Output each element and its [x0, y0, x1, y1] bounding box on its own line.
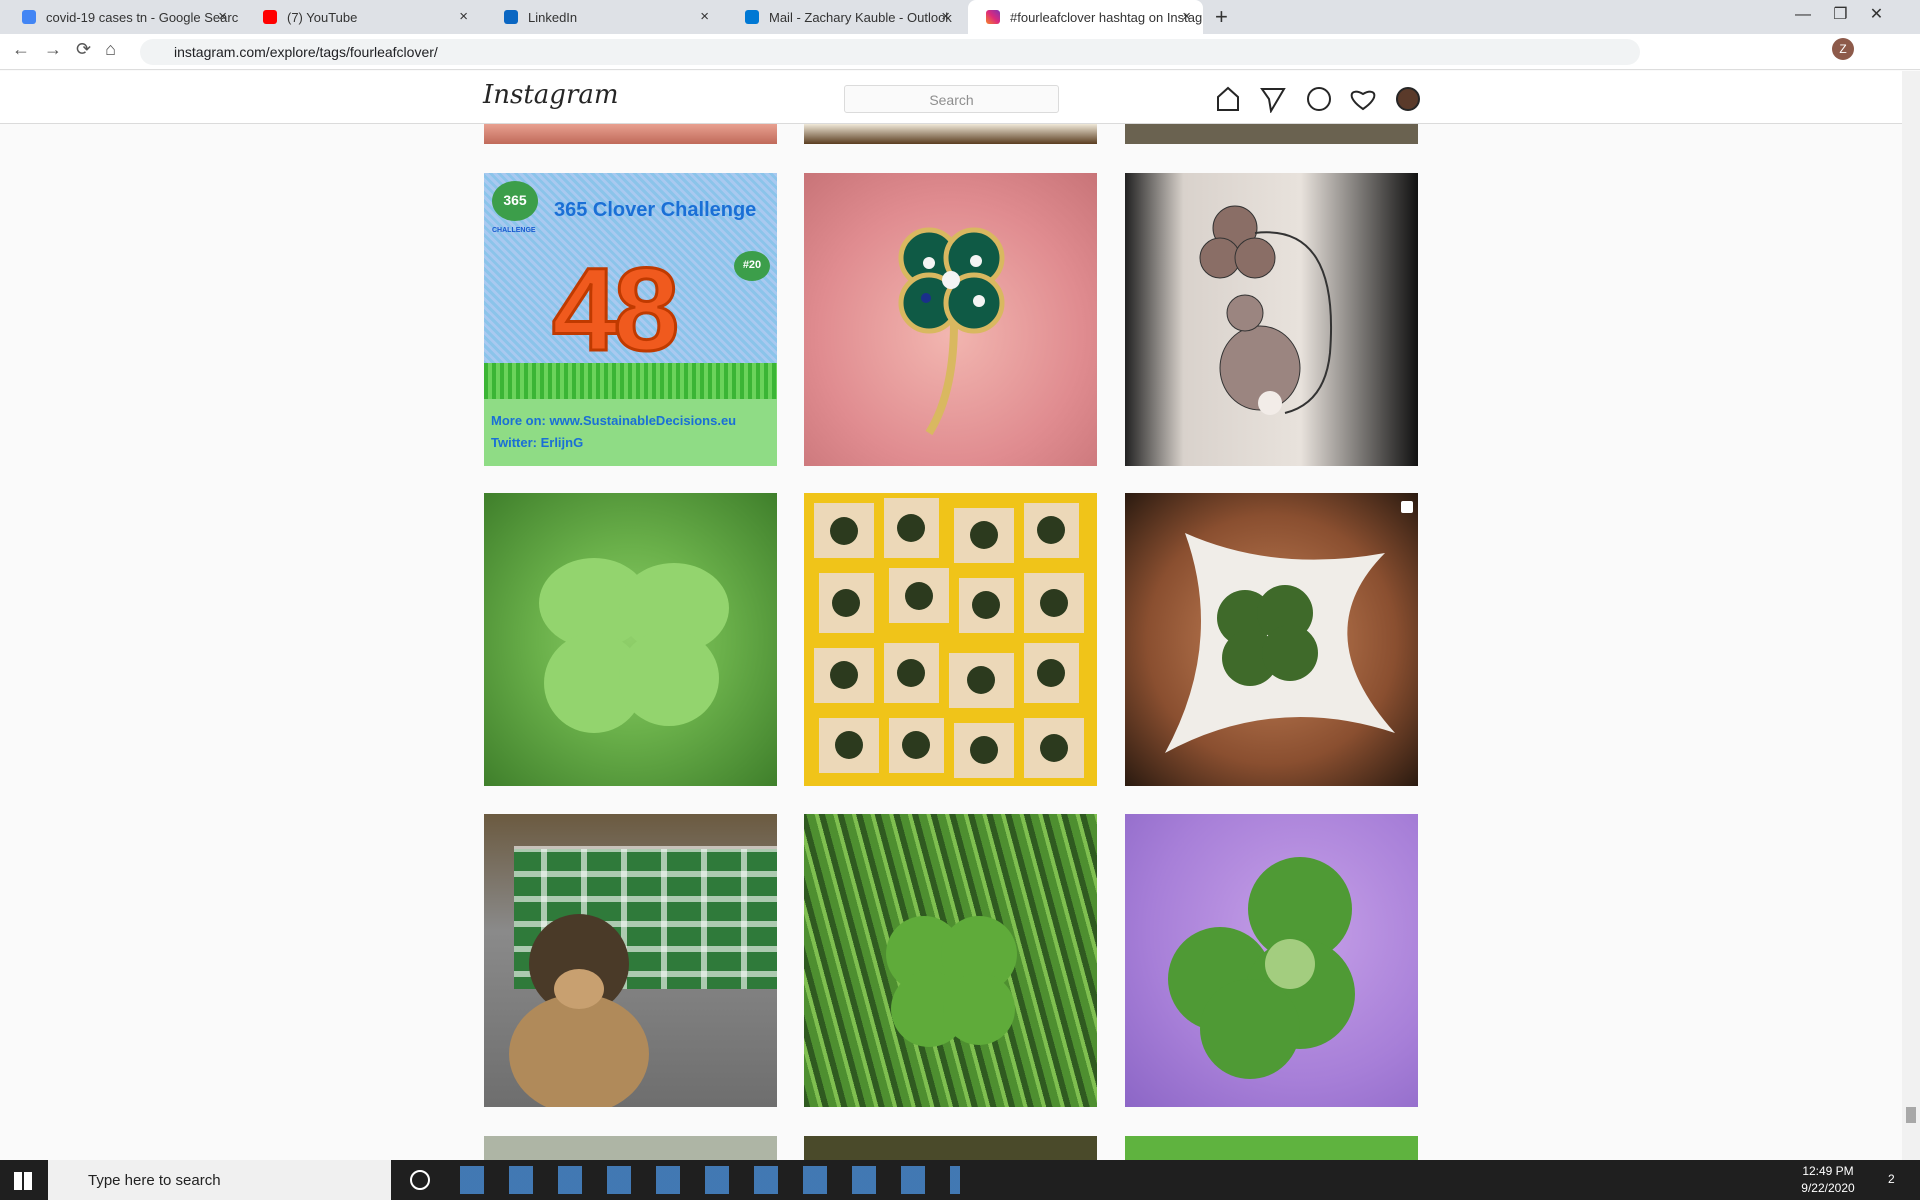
- post-line: More on: www.SustainableDecisions.eu: [491, 413, 737, 428]
- post-tile[interactable]: [1125, 173, 1418, 466]
- episode-badge: #20: [734, 251, 770, 281]
- notification-count[interactable]: 2: [1888, 1172, 1895, 1186]
- nav-buttons[interactable]: ←→⟳⌂: [12, 39, 130, 59]
- badge: 365: [492, 181, 538, 221]
- post-tile[interactable]: [1125, 493, 1418, 786]
- tab-strip: covid-19 cases tn - Google Searc × (7) Yo…: [0, 0, 1920, 34]
- tab[interactable]: Mail - Zachary Kauble - Outlook ×: [727, 0, 962, 34]
- logo[interactable]: Instagram: [483, 80, 619, 110]
- profile-icon[interactable]: [1396, 87, 1420, 111]
- search-box[interactable]: Search: [844, 85, 1059, 113]
- grass: [484, 363, 777, 399]
- tab-title: LinkedIn: [528, 10, 578, 25]
- clock-time[interactable]: 12:49 PM: [1802, 1164, 1854, 1178]
- profile-button[interactable]: Z: [1832, 38, 1854, 60]
- post-tile[interactable]: [484, 814, 777, 1107]
- badge-caption: CHALLENGE: [492, 227, 536, 234]
- scroll-thumb[interactable]: [1906, 1107, 1916, 1123]
- clock-date[interactable]: 9/22/2020: [1801, 1181, 1855, 1195]
- post-number: 48: [550, 244, 680, 376]
- clover: [1165, 501, 1413, 753]
- window-controls[interactable]: — ❐ ✕: [1795, 6, 1884, 23]
- scrollbar[interactable]: [1902, 71, 1920, 1160]
- dog-photo: [509, 846, 777, 1107]
- tattoo: [1199, 205, 1332, 415]
- post-tile[interactable]: [1125, 1136, 1418, 1160]
- clover: [539, 558, 729, 733]
- post-tile[interactable]: [804, 1136, 1097, 1160]
- nav-icons: [1217, 86, 1420, 113]
- tab[interactable]: covid-19 cases tn - Google Searc ×: [4, 0, 239, 34]
- tab[interactable]: LinkedIn ×: [486, 0, 721, 34]
- tab-title: #fourleafclover hashtag on Instag: [1010, 10, 1203, 25]
- pressed-clovers: [814, 498, 1084, 778]
- post-tile[interactable]: [1125, 814, 1418, 1107]
- post-tile[interactable]: [804, 814, 1097, 1107]
- tab[interactable]: #fourleafclover hashtag on Instag ×: [968, 0, 1203, 34]
- tab-title: covid-19 cases tn - Google Searc: [46, 10, 239, 25]
- tab[interactable]: (7) YouTube ×: [245, 0, 480, 34]
- explore-icon[interactable]: [1307, 87, 1331, 111]
- pinned-apps[interactable]: [460, 1166, 960, 1194]
- post-tile[interactable]: [804, 493, 1097, 786]
- pendant: [898, 227, 1005, 436]
- post-tile[interactable]: [804, 173, 1097, 466]
- new-tab[interactable]: +: [1215, 4, 1228, 29]
- direct-icon[interactable]: [1260, 88, 1286, 113]
- cortana-button[interactable]: [410, 1170, 430, 1190]
- post-tile[interactable]: [484, 493, 777, 786]
- post-tile[interactable]: [1125, 124, 1418, 144]
- tab-title: (7) YouTube: [287, 10, 358, 25]
- address-bar[interactable]: instagram.com/explore/tags/fourleafclove…: [140, 39, 1640, 65]
- start-button[interactable]: [14, 1172, 32, 1190]
- post-tile[interactable]: [484, 1136, 777, 1160]
- home-icon[interactable]: [1217, 86, 1239, 111]
- post-heading: 365 Clover Challenge: [554, 199, 757, 221]
- post-tile[interactable]: [484, 124, 777, 144]
- activity-icon[interactable]: [1350, 90, 1376, 111]
- taskbar-search[interactable]: Type here to search: [48, 1160, 391, 1200]
- post-line: Twitter: ErlijnG: [491, 435, 584, 450]
- post-tile[interactable]: 365 CHALLENGE 365 Clover Challenge #20 4…: [484, 173, 777, 466]
- tab-title: Mail - Zachary Kauble - Outlook: [769, 10, 952, 25]
- post-tile[interactable]: [804, 124, 1097, 144]
- clover: [1168, 857, 1355, 1079]
- clover: [886, 916, 1017, 1047]
